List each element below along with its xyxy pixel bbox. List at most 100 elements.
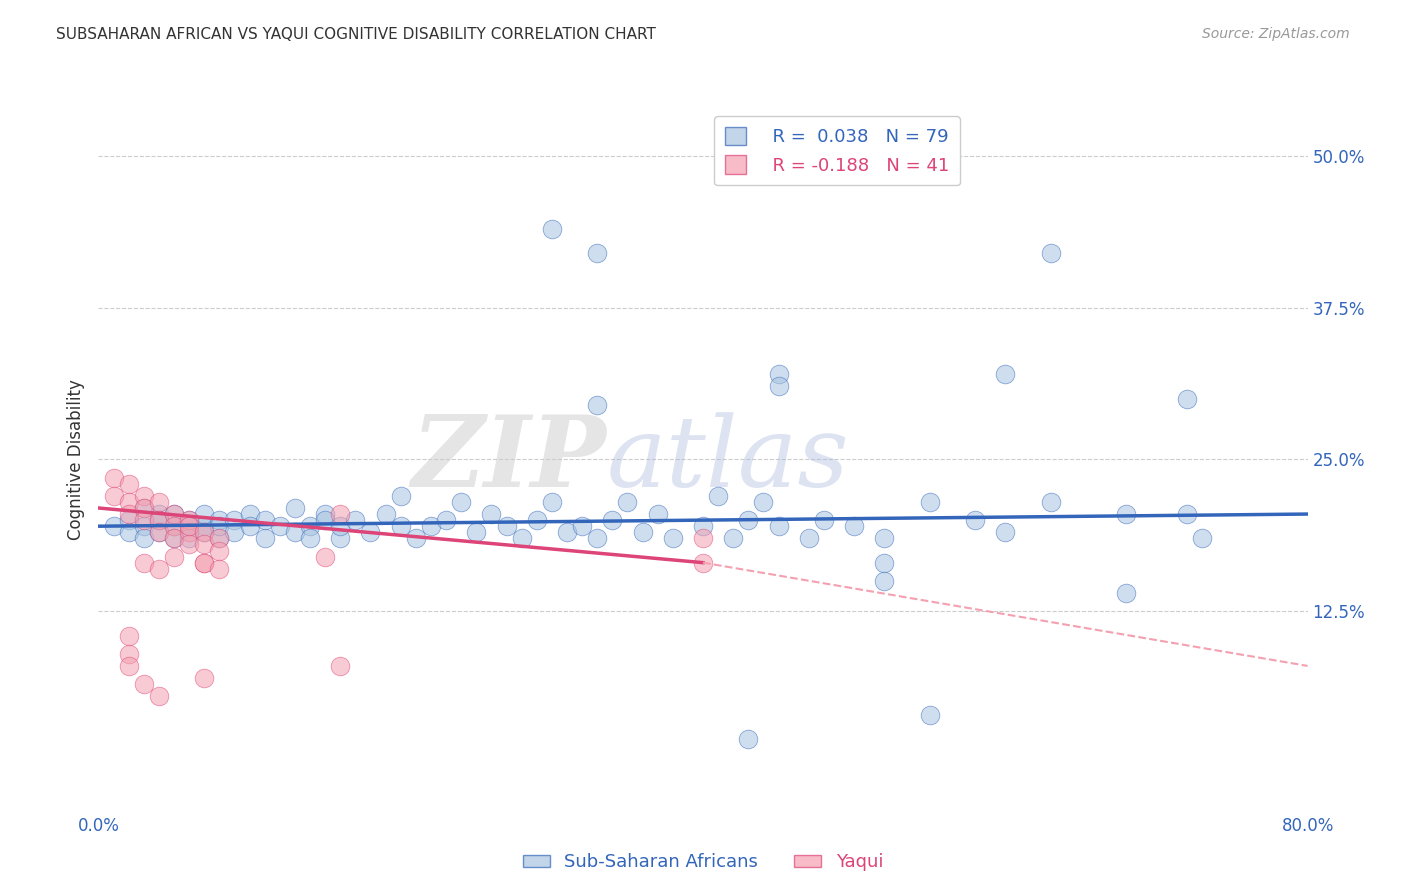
Point [314,507,336,521]
Point [132,500,155,515]
Point [692,519,714,533]
Point [1191,532,1213,546]
Point [465,525,488,540]
Point [616,495,638,509]
Point [314,549,336,564]
Point [284,500,307,515]
Point [965,513,987,527]
Point [692,556,714,570]
Text: atlas: atlas [606,412,849,507]
Point [360,525,382,540]
Point [239,507,262,521]
Point [329,507,352,521]
Point [1115,586,1137,600]
Point [540,221,562,235]
Point [103,470,125,484]
Point [148,513,170,527]
Point [132,500,155,515]
Point [179,513,201,527]
Point [450,495,472,509]
Point [132,532,155,546]
Point [1175,392,1198,406]
Point [193,525,215,540]
Point [768,519,790,533]
Point [873,532,896,546]
Point [918,707,941,722]
Point [163,519,186,533]
Point [148,495,170,509]
Point [873,556,896,570]
Point [844,519,866,533]
Point [344,513,367,527]
Point [208,519,231,533]
Point [163,507,186,521]
Point [540,495,562,509]
Point [132,556,155,570]
Point [239,519,262,533]
Point [193,525,215,540]
Point [193,556,215,570]
Point [193,519,215,533]
Point [253,513,276,527]
Point [269,519,291,533]
Point [586,398,609,412]
Point [132,519,155,533]
Point [329,519,352,533]
Point [481,507,503,521]
Point [737,731,759,746]
Point [179,532,201,546]
Point [118,507,141,521]
Point [118,647,141,661]
Point [253,532,276,546]
Point [737,513,759,527]
Point [707,489,730,503]
Point [118,513,141,527]
Text: Source: ZipAtlas.com: Source: ZipAtlas.com [1202,27,1350,41]
Point [148,690,170,704]
Point [224,513,246,527]
Point [224,525,246,540]
Point [768,379,790,393]
Point [148,507,170,521]
Point [118,495,141,509]
Point [723,532,745,546]
Point [208,562,231,576]
Point [103,519,125,533]
Y-axis label: Cognitive Disability: Cognitive Disability [66,379,84,540]
Point [1175,507,1198,521]
Point [132,513,155,527]
Point [555,525,578,540]
Point [1039,245,1062,260]
Point [163,549,186,564]
Point [918,495,941,509]
Point [631,525,654,540]
Point [329,659,352,673]
Point [420,519,443,533]
Point [148,525,170,540]
Point [586,245,609,260]
Point [208,543,231,558]
Point [148,525,170,540]
Point [647,507,669,521]
Point [284,525,307,540]
Point [179,513,201,527]
Legend: Sub-Saharan Africans, Yaqui: Sub-Saharan Africans, Yaqui [516,847,890,879]
Text: ZIP: ZIP [412,411,606,508]
Point [179,537,201,551]
Point [813,513,835,527]
Point [873,574,896,588]
Point [314,513,336,527]
Point [374,507,396,521]
Point [208,532,231,546]
Point [208,513,231,527]
Point [510,532,533,546]
Point [329,532,352,546]
Point [118,476,141,491]
Point [299,532,322,546]
Point [118,628,141,642]
Point [179,519,201,533]
Point [692,532,714,546]
Point [586,532,609,546]
Point [179,525,201,540]
Point [526,513,548,527]
